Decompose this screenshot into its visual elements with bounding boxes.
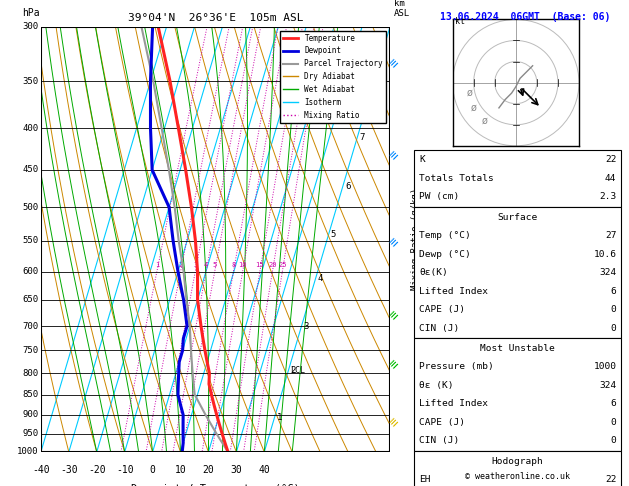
Text: ≡: ≡ bbox=[387, 56, 402, 70]
Text: 1000: 1000 bbox=[593, 363, 616, 371]
Text: Hodograph: Hodograph bbox=[492, 457, 543, 466]
Text: 3: 3 bbox=[304, 322, 309, 330]
Text: 2.3: 2.3 bbox=[599, 192, 616, 201]
Text: 900: 900 bbox=[23, 410, 38, 419]
Text: 500: 500 bbox=[23, 203, 38, 212]
Text: 4: 4 bbox=[204, 262, 208, 268]
Text: ≡: ≡ bbox=[387, 309, 402, 323]
Text: CAPE (J): CAPE (J) bbox=[419, 305, 465, 314]
Text: Lifted Index: Lifted Index bbox=[419, 287, 488, 295]
Text: 324: 324 bbox=[599, 381, 616, 390]
Text: ≡: ≡ bbox=[387, 236, 402, 250]
Text: 0: 0 bbox=[150, 465, 155, 475]
Text: 8: 8 bbox=[231, 262, 236, 268]
Text: CIN (J): CIN (J) bbox=[419, 436, 459, 445]
Text: 1: 1 bbox=[277, 413, 282, 422]
Text: ≡: ≡ bbox=[387, 148, 402, 163]
Text: 350: 350 bbox=[23, 77, 38, 86]
Text: 22: 22 bbox=[605, 475, 616, 484]
Text: kt: kt bbox=[455, 17, 465, 26]
Text: ≡: ≡ bbox=[387, 357, 402, 372]
Text: 400: 400 bbox=[23, 124, 38, 133]
Text: -20: -20 bbox=[88, 465, 106, 475]
Text: 0: 0 bbox=[611, 418, 616, 427]
Text: 15: 15 bbox=[255, 262, 264, 268]
Text: θε (K): θε (K) bbox=[419, 381, 454, 390]
Text: Lifted Index: Lifted Index bbox=[419, 399, 488, 408]
Text: ø: ø bbox=[470, 103, 477, 113]
Text: © weatheronline.co.uk: © weatheronline.co.uk bbox=[465, 472, 570, 481]
Text: 550: 550 bbox=[23, 236, 38, 245]
Text: 8: 8 bbox=[374, 83, 380, 92]
Text: 0: 0 bbox=[611, 324, 616, 332]
Text: ≡: ≡ bbox=[387, 416, 402, 430]
Text: 6: 6 bbox=[611, 399, 616, 408]
Text: 5: 5 bbox=[213, 262, 217, 268]
Text: 10.6: 10.6 bbox=[593, 250, 616, 259]
Text: 5: 5 bbox=[331, 230, 337, 239]
Text: -40: -40 bbox=[32, 465, 50, 475]
Text: EH: EH bbox=[419, 475, 430, 484]
Text: 700: 700 bbox=[23, 322, 38, 330]
Text: Surface: Surface bbox=[498, 213, 538, 222]
Text: Pressure (mb): Pressure (mb) bbox=[419, 363, 494, 371]
Text: -10: -10 bbox=[116, 465, 133, 475]
Text: 2: 2 bbox=[291, 366, 296, 376]
Text: 850: 850 bbox=[23, 390, 38, 399]
Text: 4: 4 bbox=[318, 274, 323, 283]
Text: ø: ø bbox=[481, 116, 487, 125]
Text: θε(K): θε(K) bbox=[419, 268, 448, 277]
Text: CIN (J): CIN (J) bbox=[419, 324, 459, 332]
Text: 3: 3 bbox=[193, 262, 198, 268]
Text: -30: -30 bbox=[60, 465, 77, 475]
Text: 20: 20 bbox=[203, 465, 214, 475]
Text: 950: 950 bbox=[23, 429, 38, 438]
Text: CAPE (J): CAPE (J) bbox=[419, 418, 465, 427]
Text: 650: 650 bbox=[23, 295, 38, 304]
Text: 0: 0 bbox=[611, 436, 616, 445]
Text: Temp (°C): Temp (°C) bbox=[419, 231, 470, 240]
Text: 800: 800 bbox=[23, 369, 38, 378]
Text: Dewp (°C): Dewp (°C) bbox=[419, 250, 470, 259]
Text: 10: 10 bbox=[238, 262, 247, 268]
Text: 30: 30 bbox=[230, 465, 242, 475]
Text: 27: 27 bbox=[605, 231, 616, 240]
Text: hPa: hPa bbox=[22, 8, 40, 18]
Text: km
ASL: km ASL bbox=[394, 0, 410, 18]
Legend: Temperature, Dewpoint, Parcel Trajectory, Dry Adiabat, Wet Adiabat, Isotherm, Mi: Temperature, Dewpoint, Parcel Trajectory… bbox=[280, 31, 386, 122]
Text: 1: 1 bbox=[155, 262, 159, 268]
Text: 10: 10 bbox=[175, 465, 186, 475]
Text: 13.06.2024  06GMT  (Base: 06): 13.06.2024 06GMT (Base: 06) bbox=[440, 12, 610, 22]
Title: 39°04'N  26°36'E  105m ASL: 39°04'N 26°36'E 105m ASL bbox=[128, 13, 303, 23]
Text: ø: ø bbox=[467, 88, 472, 98]
Text: K: K bbox=[419, 156, 425, 164]
Text: 324: 324 bbox=[599, 268, 616, 277]
Text: 450: 450 bbox=[23, 165, 38, 174]
Text: Dewpoint / Temperature (°C): Dewpoint / Temperature (°C) bbox=[131, 484, 300, 486]
Text: 1000: 1000 bbox=[17, 448, 38, 456]
Text: Most Unstable: Most Unstable bbox=[481, 344, 555, 353]
Text: 6: 6 bbox=[611, 287, 616, 295]
Text: 750: 750 bbox=[23, 346, 38, 355]
Text: 6: 6 bbox=[345, 182, 350, 191]
Text: 0: 0 bbox=[611, 305, 616, 314]
Text: 44: 44 bbox=[605, 174, 616, 183]
Text: 2: 2 bbox=[179, 262, 182, 268]
Text: 25: 25 bbox=[278, 262, 287, 268]
Text: 22: 22 bbox=[605, 156, 616, 164]
Text: 600: 600 bbox=[23, 267, 38, 276]
Text: Totals Totals: Totals Totals bbox=[419, 174, 494, 183]
Text: LCL: LCL bbox=[291, 366, 306, 376]
Text: 40: 40 bbox=[259, 465, 270, 475]
Text: 300: 300 bbox=[23, 22, 38, 31]
Text: Mixing Ratio (g/kg): Mixing Ratio (g/kg) bbox=[411, 188, 420, 291]
Text: PW (cm): PW (cm) bbox=[419, 192, 459, 201]
Text: 20: 20 bbox=[268, 262, 277, 268]
Text: 7: 7 bbox=[360, 133, 365, 141]
